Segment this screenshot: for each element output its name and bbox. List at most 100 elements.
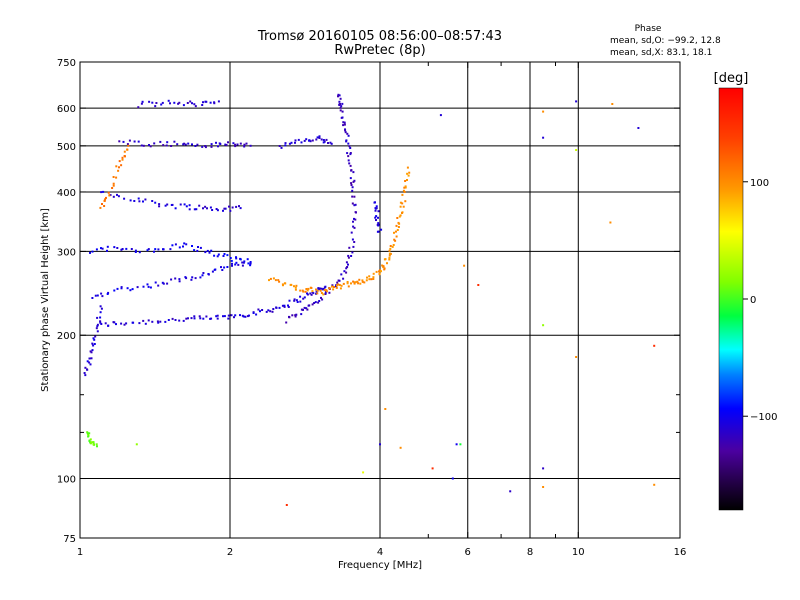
data-point bbox=[611, 103, 614, 105]
data-point bbox=[101, 295, 104, 298]
data-point bbox=[303, 139, 306, 142]
data-point bbox=[294, 288, 297, 291]
data-point bbox=[100, 247, 102, 250]
data-point bbox=[353, 281, 356, 284]
data-point bbox=[378, 272, 381, 275]
data-point bbox=[161, 101, 164, 104]
data-point bbox=[147, 319, 150, 322]
data-point bbox=[311, 139, 314, 142]
data-point bbox=[346, 132, 349, 135]
data-point bbox=[339, 97, 342, 100]
chart-title: Tromsø 20160105 08:56:00–08:57:43 bbox=[257, 29, 502, 44]
data-point bbox=[342, 277, 345, 280]
data-point bbox=[354, 218, 357, 221]
data-point bbox=[99, 321, 102, 324]
data-point bbox=[361, 280, 364, 283]
data-point bbox=[193, 317, 196, 320]
data-point bbox=[351, 238, 354, 241]
data-point bbox=[222, 209, 224, 212]
data-point bbox=[153, 250, 155, 253]
data-point bbox=[322, 141, 325, 144]
data-point bbox=[129, 289, 132, 292]
y-tick-label: 100 bbox=[57, 475, 76, 486]
data-point bbox=[402, 189, 405, 192]
data-point bbox=[403, 186, 406, 189]
data-point bbox=[100, 307, 103, 310]
data-point bbox=[130, 248, 133, 250]
data-point bbox=[320, 138, 323, 141]
data-point bbox=[107, 291, 110, 294]
data-point bbox=[350, 282, 352, 285]
data-point bbox=[223, 315, 226, 318]
data-point bbox=[230, 314, 233, 317]
data-point bbox=[306, 289, 309, 292]
data-point bbox=[398, 215, 401, 218]
data-point bbox=[306, 293, 309, 296]
data-point bbox=[138, 200, 141, 203]
data-point bbox=[158, 205, 161, 208]
data-point bbox=[95, 327, 98, 330]
data-point bbox=[372, 278, 375, 280]
data-point bbox=[100, 191, 103, 194]
data-point bbox=[347, 285, 350, 288]
data-point bbox=[204, 146, 207, 149]
data-point bbox=[193, 315, 196, 318]
data-point bbox=[92, 337, 95, 340]
data-point bbox=[162, 248, 165, 251]
data-point bbox=[399, 201, 402, 204]
data-point bbox=[320, 296, 322, 299]
data-point bbox=[147, 285, 150, 288]
x-tick-label: 2 bbox=[227, 547, 233, 558]
data-point bbox=[370, 278, 373, 281]
data-point bbox=[281, 304, 284, 307]
data-point bbox=[313, 302, 316, 304]
data-point bbox=[388, 256, 391, 259]
data-point bbox=[166, 203, 169, 206]
data-point bbox=[349, 153, 352, 156]
data-point bbox=[197, 246, 199, 248]
data-point bbox=[339, 109, 342, 112]
data-point bbox=[542, 324, 545, 327]
data-point bbox=[169, 102, 171, 105]
data-point bbox=[278, 280, 281, 283]
data-point bbox=[211, 270, 214, 273]
data-point bbox=[223, 266, 226, 269]
data-point bbox=[96, 445, 98, 448]
data-point bbox=[257, 308, 260, 311]
data-point bbox=[191, 102, 193, 105]
data-point bbox=[115, 165, 118, 168]
data-point bbox=[93, 338, 96, 341]
data-point bbox=[352, 171, 355, 174]
data-point bbox=[109, 194, 112, 196]
data-point bbox=[118, 140, 121, 143]
data-point bbox=[202, 101, 204, 104]
data-point bbox=[294, 139, 297, 142]
data-point bbox=[306, 308, 309, 311]
data-point bbox=[244, 315, 247, 318]
data-point bbox=[227, 314, 230, 317]
data-point bbox=[147, 248, 150, 251]
data-point bbox=[354, 281, 357, 284]
data-point bbox=[328, 291, 331, 294]
data-point bbox=[281, 283, 284, 286]
data-point bbox=[90, 357, 93, 360]
data-point bbox=[204, 205, 207, 208]
data-point bbox=[346, 152, 349, 155]
data-point bbox=[366, 276, 368, 279]
data-point bbox=[155, 102, 158, 104]
data-point bbox=[300, 141, 303, 144]
data-point bbox=[138, 251, 141, 254]
data-point bbox=[575, 356, 578, 358]
data-point bbox=[185, 205, 188, 208]
data-point bbox=[271, 310, 274, 313]
data-point bbox=[404, 200, 407, 203]
data-point bbox=[224, 207, 227, 210]
data-point bbox=[391, 245, 394, 248]
data-point bbox=[294, 314, 297, 317]
data-point bbox=[439, 114, 442, 117]
data-point bbox=[91, 250, 94, 253]
data-point bbox=[210, 143, 213, 146]
data-point bbox=[183, 142, 186, 145]
data-point bbox=[222, 315, 224, 318]
data-point bbox=[386, 262, 388, 265]
